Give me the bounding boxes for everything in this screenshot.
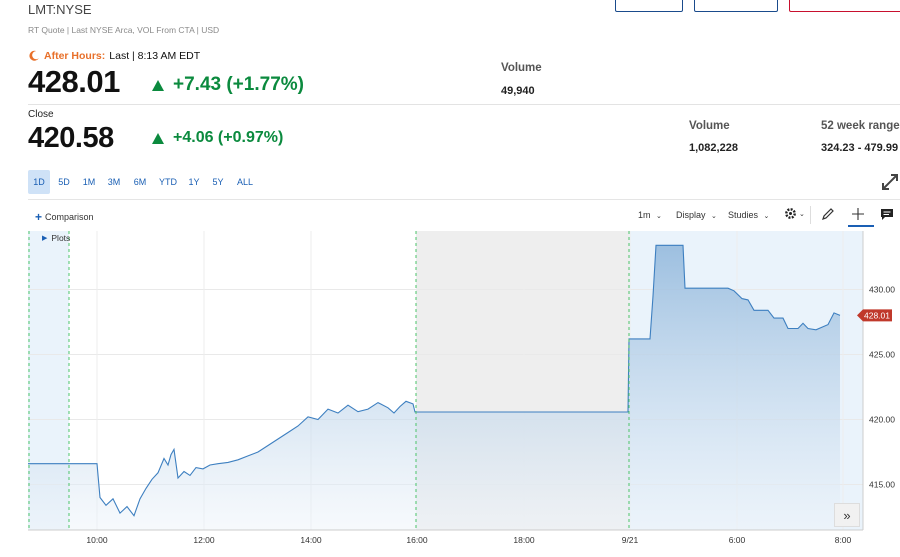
watchlist-button[interactable]: [694, 0, 778, 12]
after-hours-label: After Hours:: [44, 50, 106, 62]
ticker-title: LMT:NYSE: [28, 2, 92, 17]
caret-right-icon: ▶: [42, 235, 48, 242]
up-arrow-icon: [152, 79, 164, 91]
plots-label: Plots: [51, 233, 71, 243]
draw-pencil-icon[interactable]: [821, 207, 835, 221]
last-price-tag-shape: [857, 309, 892, 322]
comparison-label: Comparison: [45, 212, 94, 222]
interval-label: 1m: [638, 210, 651, 220]
close-price: 420.58: [28, 122, 114, 154]
display-dropdown[interactable]: Display ⌄: [676, 210, 717, 220]
toolbar-top-border: [28, 199, 900, 200]
interval-dropdown[interactable]: 1m ⌄: [638, 210, 662, 220]
up-arrow-icon: [152, 132, 164, 144]
x-tick-label: 6:00: [729, 535, 746, 545]
range-all[interactable]: ALL: [236, 177, 253, 187]
range-3m[interactable]: 3M: [107, 177, 121, 187]
scroll-right-button[interactable]: »: [834, 503, 860, 527]
settings-button[interactable]: ⌄: [784, 207, 805, 220]
range-ytd[interactable]: YTD: [159, 177, 177, 187]
x-axis-ticks: 10:00 12:00 14:00 16:00 18:00 9/21 6:00 8:00: [86, 535, 851, 545]
studies-label: Studies: [728, 210, 759, 220]
x-tick-label: 18:00: [513, 535, 535, 545]
quote-divider: [28, 104, 900, 105]
y-tick-label: 430.00: [869, 285, 895, 295]
double-chevron-right-icon: »: [843, 507, 851, 523]
week-range-label: 52 week range: [821, 120, 900, 132]
chevron-down-icon: ⌄: [711, 213, 717, 220]
close-label: Close: [28, 109, 54, 120]
expand-icon[interactable]: [880, 172, 900, 192]
y-tick-label: 425.00: [869, 350, 895, 360]
after-hours-volume-value: 49,940: [501, 85, 535, 97]
after-hours-time: Last | 8:13 AM EDT: [109, 50, 201, 62]
after-hours-change-value: +7.43 (+1.77%): [173, 74, 304, 95]
y-tick-label: 420.00: [869, 415, 895, 425]
after-hours-row: After Hours: Last | 8:13 AM EDT: [28, 50, 200, 62]
week-range-value: 324.23 - 479.99: [821, 142, 899, 154]
after-hours-price: 428.01: [28, 64, 120, 99]
crosshair-icon[interactable]: [851, 207, 865, 221]
y-tick-label: 415.00: [869, 480, 895, 490]
top-button-1[interactable]: [615, 0, 683, 12]
price-line: [28, 244, 841, 517]
x-tick-label: 16:00: [406, 535, 428, 545]
close-volume-value: 1,082,228: [689, 142, 738, 154]
x-tick-label: 9/21: [622, 535, 639, 545]
x-tick-label: 14:00: [300, 535, 322, 545]
x-tick-label: 10:00: [86, 535, 108, 545]
comment-icon[interactable]: [880, 208, 894, 221]
close-volume-label: Volume: [689, 120, 730, 132]
close-change-value: +4.06 (+0.97%): [173, 129, 284, 146]
display-label: Display: [676, 210, 706, 220]
after-hours-volume-label: Volume: [501, 62, 542, 74]
gear-icon: [785, 208, 796, 219]
price-area: [28, 245, 840, 531]
crosshair-active-underline: [848, 225, 874, 227]
comparison-button[interactable]: + Comparison: [35, 210, 94, 224]
range-1y[interactable]: 1Y: [188, 177, 200, 187]
last-price-tag: 428.01: [857, 309, 892, 322]
range-5d[interactable]: 5D: [58, 177, 70, 187]
chevron-down-icon: ⌄: [799, 210, 805, 218]
after-hours-change: +7.43 (+1.77%): [152, 74, 304, 96]
studies-dropdown[interactable]: Studies ⌄: [728, 210, 769, 220]
plots-toggle[interactable]: ▶ Plots: [42, 233, 70, 243]
close-change: +4.06 (+0.97%): [152, 129, 283, 147]
range-6m[interactable]: 6M: [133, 177, 147, 187]
live-button[interactable]: [789, 0, 900, 12]
quote-source-subtitle: RT Quote | Last NYSE Arca, VOL From CTA …: [28, 25, 220, 35]
y-axis-ticks: 415.00 420.00 425.00 430.00: [869, 285, 895, 490]
toolbar-separator: [810, 206, 811, 224]
chevron-down-icon: ⌄: [763, 213, 770, 220]
plus-icon: +: [35, 210, 43, 224]
x-tick-label: 8:00: [835, 535, 852, 545]
last-price-tag-text: 428.01: [864, 310, 890, 320]
range-5y[interactable]: 5Y: [212, 177, 224, 187]
chevron-down-icon: ⌄: [656, 213, 662, 220]
moon-icon: [29, 50, 39, 61]
range-1m[interactable]: 1M: [82, 177, 96, 187]
x-tick-label: 12:00: [193, 535, 215, 545]
range-1d[interactable]: 1D: [28, 170, 50, 194]
